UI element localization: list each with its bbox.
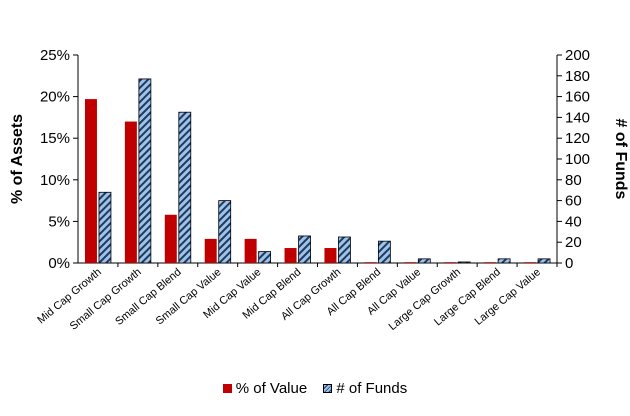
legend-swatch-value bbox=[222, 384, 232, 393]
bar-num-funds bbox=[377, 240, 391, 264]
bar-num-funds bbox=[457, 261, 471, 264]
bar-num-funds bbox=[218, 200, 232, 264]
category-label: Small Cap Growth bbox=[68, 266, 144, 333]
bar-num-funds bbox=[98, 191, 112, 264]
right-tick-label: 100 bbox=[565, 151, 590, 168]
legend-swatch-funds bbox=[323, 384, 333, 393]
right-tick-label: 20 bbox=[565, 234, 582, 251]
left-tick-label: 20% bbox=[40, 89, 70, 106]
bar-num-funds bbox=[258, 251, 272, 264]
legend-label-funds: # of Funds bbox=[336, 380, 408, 397]
legend-label-value: % of Value bbox=[235, 380, 308, 397]
left-tick-label: 15% bbox=[40, 130, 70, 147]
bar-pct-value bbox=[164, 214, 177, 263]
bar-pct-value bbox=[324, 248, 337, 263]
right-tick-label: 140 bbox=[565, 109, 590, 126]
bar-num-funds bbox=[417, 258, 431, 264]
bar-num-funds bbox=[537, 258, 551, 264]
chart-legend: % of Value # of Funds bbox=[0, 380, 630, 397]
left-axis-title: % of Assets bbox=[9, 114, 26, 204]
legend-item-value: % of Value bbox=[222, 380, 308, 397]
bar-pct-value bbox=[484, 262, 497, 263]
bar-num-funds bbox=[298, 235, 311, 264]
left-tick-label: 25% bbox=[40, 47, 70, 64]
right-tick-label: 0 bbox=[565, 255, 573, 272]
bar-pct-value bbox=[444, 262, 457, 263]
right-tick-label: 40 bbox=[565, 213, 582, 230]
bar-num-funds bbox=[178, 111, 192, 264]
right-tick-label: 60 bbox=[565, 193, 582, 210]
category-label: Large Cap Growth bbox=[387, 266, 464, 333]
bar-pct-value bbox=[364, 262, 377, 263]
legend-item-funds: # of Funds bbox=[323, 380, 407, 397]
category-label: Large Cap Blend bbox=[432, 266, 503, 328]
bar-pct-value bbox=[244, 238, 257, 263]
bar-num-funds bbox=[138, 78, 152, 264]
left-tick-label: 0% bbox=[48, 255, 70, 272]
right-tick-label: 180 bbox=[565, 68, 590, 85]
right-tick-label: 200 bbox=[565, 47, 590, 64]
bar-num-funds bbox=[497, 258, 511, 264]
bar-pct-value bbox=[284, 248, 297, 263]
bar-pct-value bbox=[84, 99, 97, 263]
bar-pct-value bbox=[124, 121, 137, 263]
bar-num-funds bbox=[338, 236, 351, 264]
left-tick-label: 10% bbox=[40, 172, 70, 189]
bar-pct-value bbox=[404, 262, 417, 263]
bar-pct-value bbox=[204, 238, 217, 263]
right-axis-title: # of Funds bbox=[612, 119, 629, 200]
left-tick-label: 5% bbox=[48, 213, 70, 230]
bar-pct-value bbox=[524, 262, 537, 263]
right-tick-label: 160 bbox=[565, 89, 590, 106]
right-tick-label: 120 bbox=[565, 130, 590, 147]
right-tick-label: 80 bbox=[565, 172, 582, 189]
